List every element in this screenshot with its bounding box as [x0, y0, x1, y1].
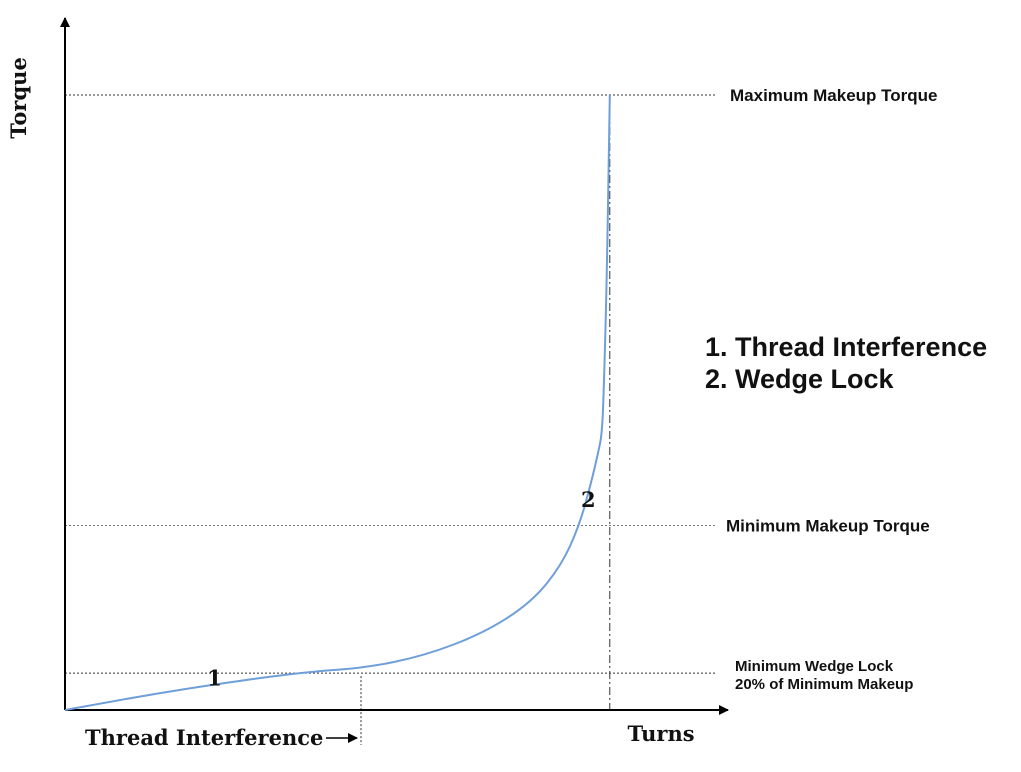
min-wedge-lock-label: Minimum Wedge Lock — [735, 658, 894, 675]
point-marker-2: 2 — [581, 487, 596, 512]
max-makeup-torque-label: Maximum Makeup Torque — [730, 86, 938, 105]
min-makeup-torque-label: Minimum Makeup Torque — [726, 517, 930, 536]
point-marker-1: 1 — [207, 665, 222, 690]
x-axis-label: Turns — [627, 721, 694, 746]
legend-item-wedge-lock: 2. Wedge Lock — [705, 364, 895, 394]
y-axis-label: Torque — [6, 57, 31, 139]
min-wedge-lock-sublabel: 20% of Minimum Makeup — [735, 676, 913, 693]
legend-item-thread-interference: 1. Thread Interference — [705, 332, 987, 362]
torque-turn-curve — [64, 94, 611, 711]
thread-interference-label: Thread Interference — [85, 725, 323, 750]
